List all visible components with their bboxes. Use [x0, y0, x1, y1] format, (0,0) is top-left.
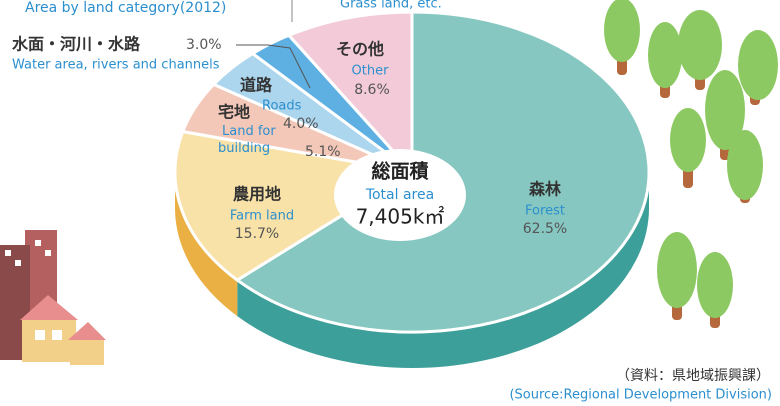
- label-ja: その他: [336, 40, 384, 59]
- value-label: 4.0%: [283, 116, 319, 132]
- source-ja: （資料：県地域振興課）: [616, 368, 770, 384]
- value-label: 5.1%: [305, 144, 341, 160]
- label-ja: 水面・河川・水路: [12, 35, 141, 54]
- source-en: (Source:Regional Development Division): [509, 388, 772, 403]
- pie-slice: [286, 10, 414, 176]
- trees: [604, 0, 778, 328]
- label-ja: 宅地: [218, 103, 250, 122]
- value-label: 3.0%: [186, 37, 222, 53]
- value-label: 62.5%: [523, 221, 567, 237]
- other-note: Grass land, etc.: [340, 0, 442, 12]
- label-en: Other: [352, 64, 390, 79]
- center-hole: [334, 149, 466, 241]
- center-subtitle: Total area: [365, 187, 434, 203]
- chart-title: Area by land category(2012): [25, 0, 226, 16]
- pie-side: [237, 172, 649, 368]
- center-value: 7,405k㎡: [356, 205, 445, 229]
- label-en: Land for building: [218, 124, 276, 156]
- label-ja: 森林: [529, 180, 561, 199]
- pie-side: [175, 172, 238, 317]
- label-en: Forest: [525, 204, 565, 219]
- label-en: Farm land: [230, 209, 294, 224]
- labels: 森林 Forest 62.5% 農用地 Farm land 15.7% 宅地 Land for…: [12, 35, 567, 243]
- label-ja: 道路: [240, 76, 273, 95]
- leader-line: [236, 44, 311, 89]
- buildings: [0, 230, 106, 365]
- center-title: 総面積: [371, 160, 428, 183]
- label-ja: 農用地: [233, 185, 281, 204]
- label-en: Water area, rivers and channels: [12, 58, 220, 73]
- value-label: 8.6%: [354, 82, 390, 98]
- value-label: 15.7%: [235, 226, 279, 242]
- label-en: Roads: [262, 99, 302, 114]
